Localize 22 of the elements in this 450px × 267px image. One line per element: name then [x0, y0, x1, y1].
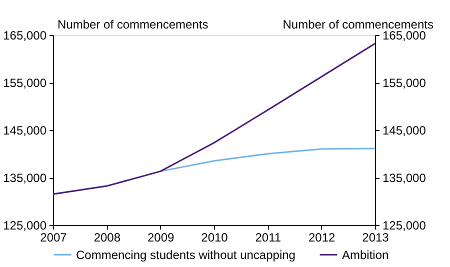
legend-label: Ambition	[342, 248, 389, 262]
x-tick-label: 2008	[94, 230, 121, 244]
y-tick-label: 155,000	[3, 76, 47, 90]
x-tick-label: 2009	[147, 230, 175, 244]
y-tick-label: 125,000	[3, 218, 47, 232]
y2-tick-label: 165,000	[382, 28, 426, 42]
y2-tick-label: 145,000	[382, 124, 426, 138]
y2-tick-label: 135,000	[382, 171, 426, 185]
x-tick-label: 2011	[255, 230, 282, 244]
y-axis-title: Number of commencements	[58, 18, 208, 32]
y-tick-label: 145,000	[3, 124, 47, 138]
y2-tick-label: 125,000	[382, 218, 426, 232]
x-tick-label: 2007	[40, 230, 68, 244]
legend-label: Commencing students without uncapping	[76, 248, 296, 262]
x-tick-label: 2012	[308, 230, 336, 244]
y2-axis-title: Number of commencements	[282, 18, 434, 32]
x-tick-label: 2010	[201, 230, 228, 244]
y2-tick-label: 155,000	[382, 76, 426, 90]
line-series	[52, 42, 376, 195]
x-tick-label: 2013	[362, 230, 390, 244]
y-tick-label: 165,000	[3, 28, 47, 42]
y-tick-label: 135,000	[3, 171, 47, 185]
